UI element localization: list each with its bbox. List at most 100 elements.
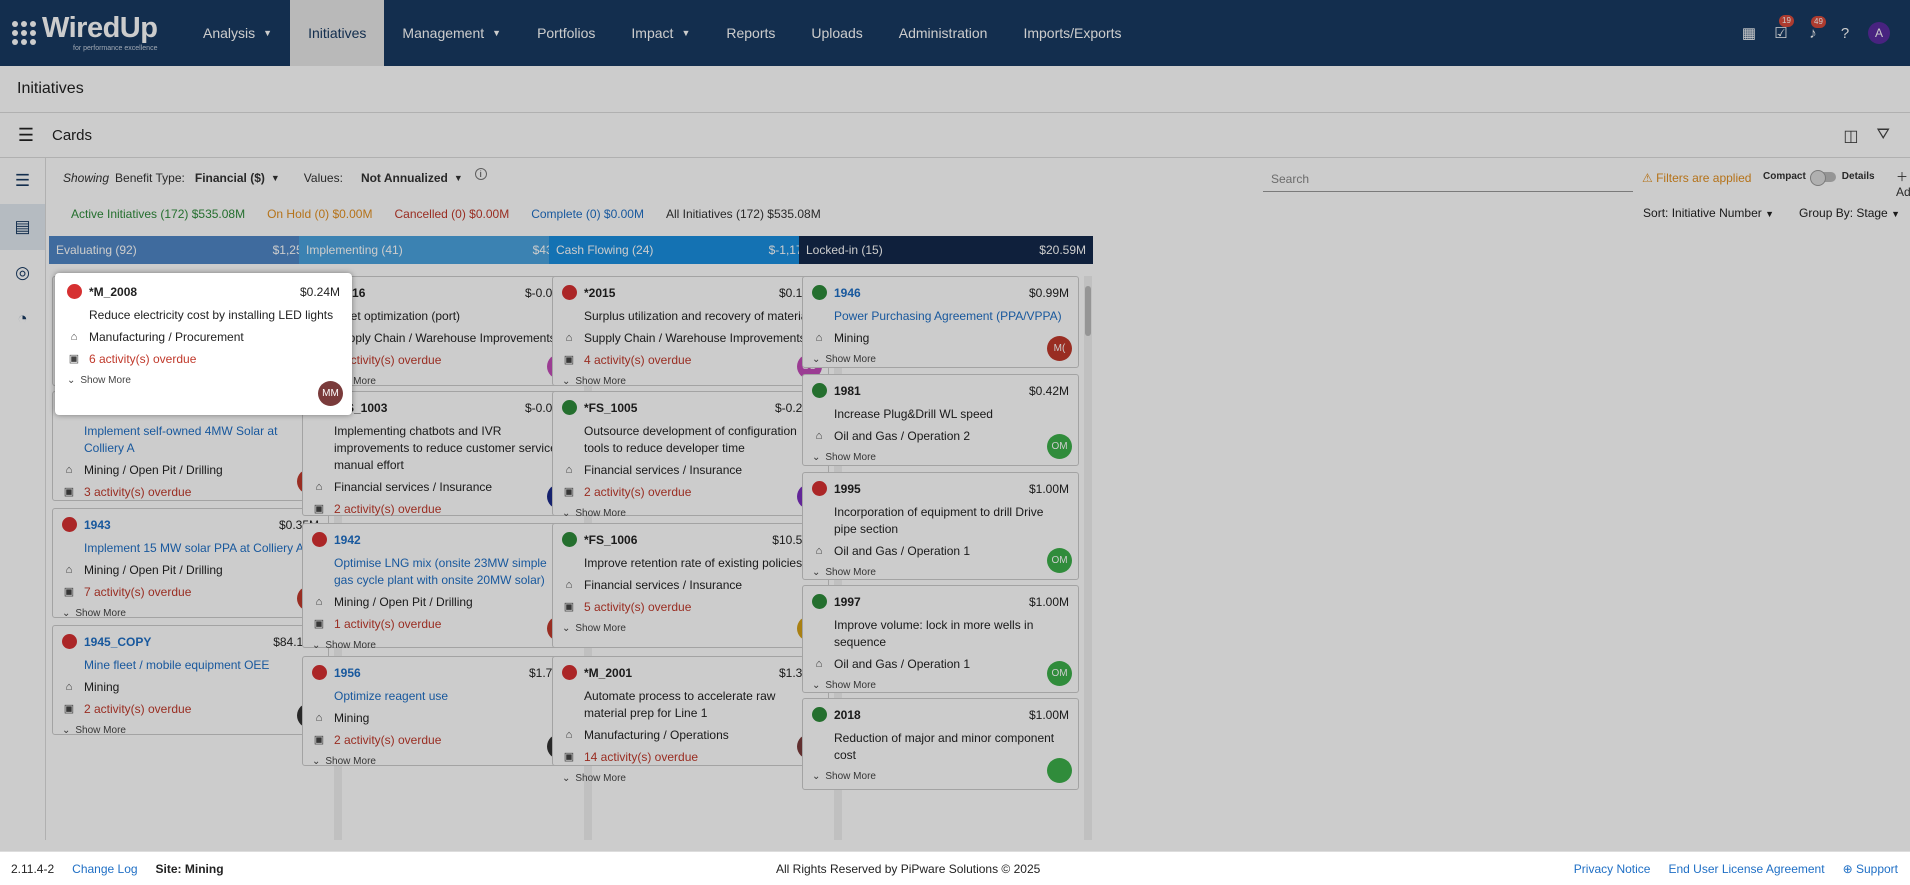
initiative-id[interactable]: 1995 [812,481,861,496]
show-more-button[interactable]: ⌄ Show More [812,567,1069,578]
initiative-card[interactable]: *FS_1005 $-0.26M Outsource development of … [552,391,829,519]
initiative-card[interactable]: 1945_COPY $84.11M Mine fleet / mobile equi… [52,625,329,736]
initiative-description[interactable]: Optimise LNG mix (onsite 23MW simple gas… [334,556,547,587]
scrollbar-thumb[interactable] [1085,286,1091,336]
show-more-button[interactable]: ⌄ Show More [562,773,819,784]
show-more-button[interactable]: ⌄ Show More [562,508,819,519]
initiative-id[interactable]: 1945_COPY [62,634,151,649]
all-initiatives-filter[interactable]: All Initiatives (172) $535.08M [665,207,821,221]
compact-details-toggle[interactable]: Compact Details [1763,169,1875,186]
support-link[interactable]: ⊕ Support [1843,862,1898,876]
overdue-text[interactable]: 4 activity(s) overdue [584,353,692,367]
initiative-card[interactable]: 1943 $0.35M Implement 15 MW solar PPA at C… [52,508,329,619]
highlighted-card[interactable]: *M_2008 $0.24M Reduce electricity cost by … [55,273,352,415]
info-icon[interactable]: i [474,168,487,180]
toggle-switch[interactable] [1809,169,1836,186]
sort-select[interactable]: Sort: Initiative Number ▼ [1643,206,1774,220]
initiative-card[interactable]: 1995 $1.00M Incorporation of equipment to … [802,472,1079,580]
nav-item-management[interactable]: Management ▼ [384,0,519,66]
initiative-id[interactable]: *2015 [562,285,615,300]
on-hold-filter[interactable]: On Hold (0) $0.00M [267,207,373,221]
stage-column-header[interactable]: Locked-in (15) $20.59M [799,236,1093,264]
benefit-type-select[interactable]: Financial ($) [194,171,265,185]
initiative-description[interactable]: Power Purchasing Agreement (PPA/VPPA) [834,309,1062,323]
tasks-icon[interactable]: ☑ 19 [1772,15,1794,42]
initiative-card[interactable]: 1956 $1.70M Optimize reagent use ⌂ Mining ▣ 2 … [302,656,579,767]
initiative-id[interactable]: *M_2008 [67,284,137,299]
list-view-icon[interactable]: ☰ [14,171,31,190]
show-more-button[interactable]: ⌄ Show More [812,452,1069,463]
initiative-id[interactable]: 1943 [62,517,111,532]
overdue-text[interactable]: 2 activity(s) overdue [584,485,692,499]
stage-column-header[interactable]: Evaluating (92)$1,252.46M [49,236,343,264]
show-more-button[interactable]: ⌄ Show More [812,771,1069,782]
initiative-card[interactable]: 1946 $0.99M Power Purchasing Agreement (PP… [802,276,1079,368]
initiative-card[interactable]: 1997 $1.00M Improve volume: lock in more w… [802,585,1079,693]
initiative-description[interactable]: Implement 15 MW solar PPA at Colliery A [84,541,304,555]
owner-avatar[interactable]: OM [1047,434,1072,459]
filter-icon[interactable]: ⛛ [1876,126,1890,143]
nav-item-analysis[interactable]: Analysis ▼ [185,0,290,66]
initiative-card[interactable]: *M_2001 $1.39M Automate process to acceler… [552,656,829,784]
overdue-text[interactable]: 4 activity(s) overdue [334,353,442,367]
chevron-down-icon[interactable]: ▼ [270,173,280,183]
values-select[interactable]: Not Annualized [360,171,448,185]
chevron-down-icon[interactable]: ▼ [453,173,463,183]
change-log-link[interactable]: Change Log [72,861,138,876]
initiative-card[interactable]: *FS_1006 $10.56M Improve retention rate of… [552,523,829,648]
bell-icon[interactable]: ♪ 49 [1804,15,1826,42]
nav-item-initiatives[interactable]: Initiatives [290,0,385,66]
show-more-button[interactable]: ⌄ Show More [812,354,1069,365]
initiative-id[interactable]: 1981 [812,383,861,398]
eula-link[interactable]: End User License Agreement [1668,861,1825,876]
dashboard-icon[interactable]: ◔ [17,309,28,328]
owner-avatar[interactable]: OM [1047,548,1072,573]
complete-filter[interactable]: Complete (0) $0.00M [531,207,644,221]
initiative-description[interactable]: Implement self-owned 4MW Solar at Collie… [84,424,278,455]
ideas-icon[interactable]: ◎ [15,263,30,282]
show-more-button[interactable]: ⌄ Show More [62,725,319,736]
show-more-button[interactable]: ⌄ Show More [312,640,569,651]
overdue-text[interactable]: 2 activity(s) overdue [84,702,192,716]
owner-avatar[interactable] [1047,758,1072,783]
cancelled-filter[interactable]: Cancelled (0) $0.00M [394,207,510,221]
owner-avatar[interactable]: M( [1047,336,1072,361]
initiative-card[interactable]: *2015 $0.14M Surplus utilization and recov… [552,276,829,387]
add-button[interactable]: ＋ Add [1896,168,1910,199]
overdue-text[interactable]: 2 activity(s) overdue [334,733,442,747]
user-avatar[interactable]: A [1868,22,1890,44]
show-more-button[interactable]: ⌄ Show More [67,375,340,386]
show-more-button[interactable]: ⌄ Show More [562,623,819,634]
nav-item-uploads[interactable]: Uploads [793,0,880,66]
initiative-card[interactable]: 1942 Optimise LNG mix (onsite 23MW simple… [302,523,579,651]
help-icon[interactable]: ? [1840,24,1850,42]
initiative-id[interactable]: 1997 [812,594,861,609]
owner-avatar[interactable]: MM [318,381,343,406]
initiative-id[interactable]: 2018 [812,707,861,722]
show-more-button[interactable]: ⌄ Show More [812,680,1069,691]
overdue-text[interactable]: 1 activity(s) overdue [334,617,442,631]
nav-item-impact[interactable]: Impact ▼ [613,0,708,66]
columns-icon[interactable]: ◫ [1843,128,1859,145]
logo[interactable]: WiredUp for performance excellence [0,0,185,66]
overdue-text[interactable]: 3 activity(s) overdue [84,485,192,499]
owner-avatar[interactable]: OM [1047,661,1072,686]
filters-applied-warning[interactable]: ⚠ Filters are applied [1642,171,1752,185]
group-by-select[interactable]: Group By: Stage ▼ [1799,206,1900,220]
overdue-text[interactable]: 5 activity(s) overdue [584,600,692,614]
initiative-card[interactable]: 1981 $0.42M Increase Plug&Drill WL speed ⌂ O… [802,374,1079,466]
cards-view-icon[interactable]: ▤ [0,204,45,250]
initiative-id[interactable]: 1946 [812,285,861,300]
nav-item-administration[interactable]: Administration [881,0,1006,66]
initiative-card[interactable]: *M_2008 $0.24M Reduce electricity cost by … [58,276,349,412]
initiative-id[interactable]: *FS_1006 [562,532,637,547]
nav-item-reports[interactable]: Reports [708,0,793,66]
initiative-id[interactable]: 1956 [312,665,361,680]
initiative-id[interactable]: *FS_1005 [562,400,637,415]
initiative-description[interactable]: Optimize reagent use [334,689,449,703]
initiative-id[interactable]: *M_2001 [562,665,632,680]
nav-item-portfolios[interactable]: Portfolios [519,0,613,66]
menu-toggle-icon[interactable]: ☰ [17,125,35,145]
initiative-description[interactable]: Mine fleet / mobile equipment OEE [84,658,270,672]
search-input[interactable]: Search [1263,166,1633,192]
